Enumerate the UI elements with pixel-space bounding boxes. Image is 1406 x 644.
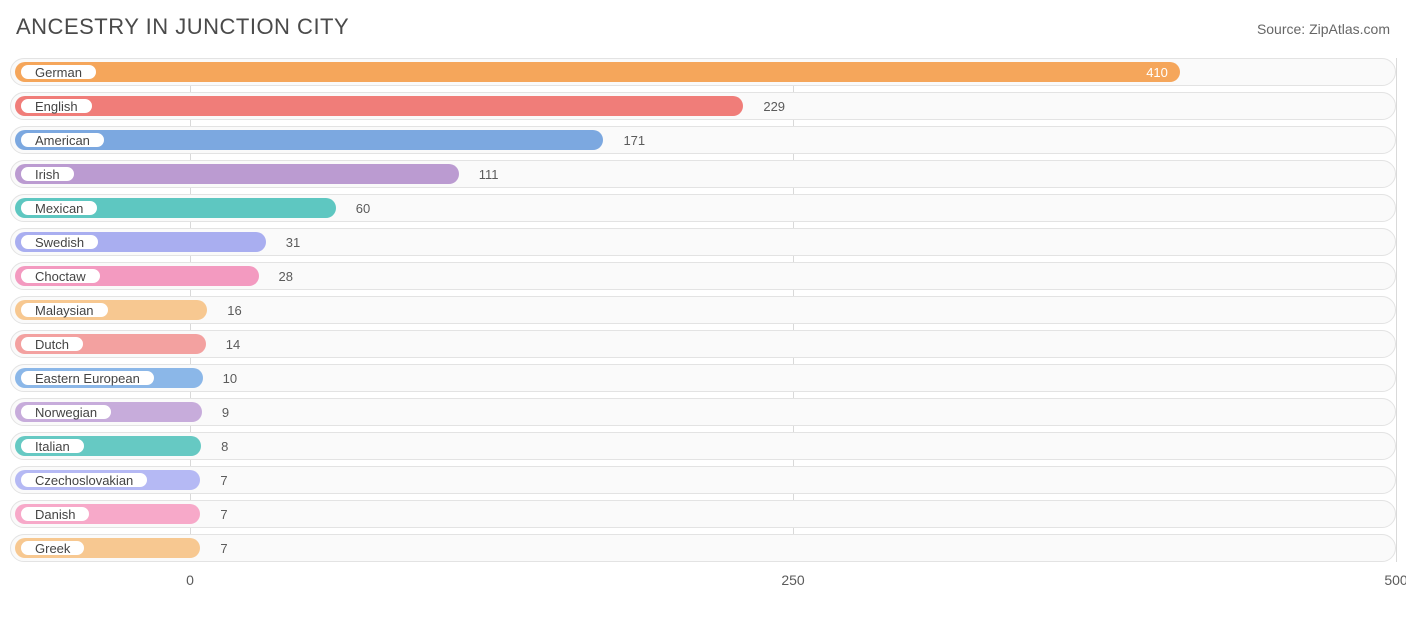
axis-tick-label: 0	[186, 572, 194, 588]
bar-row: Danish 7	[10, 500, 1396, 528]
bar-value: 31	[286, 229, 300, 255]
bar-value: 171	[623, 127, 645, 153]
bar-value: 410	[1146, 62, 1168, 82]
bar-value: 8	[221, 433, 228, 459]
bar-value: 7	[220, 501, 227, 527]
bar: Dutch	[15, 334, 206, 354]
category-pill: American	[19, 131, 106, 149]
category-pill: Swedish	[19, 233, 100, 251]
bar-value: 229	[763, 93, 785, 119]
bar-row: Malaysian 16	[10, 296, 1396, 324]
bar: German 410	[15, 62, 1180, 82]
category-pill: Dutch	[19, 335, 85, 353]
category-pill: Czechoslovakian	[19, 471, 149, 489]
bar-row: German 410	[10, 58, 1396, 86]
bar: Choctaw	[15, 266, 259, 286]
category-pill: Norwegian	[19, 403, 113, 421]
bar: Greek	[15, 538, 200, 558]
bar-value: 111	[479, 161, 499, 187]
bar-row: Choctaw 28	[10, 262, 1396, 290]
bar-value: 7	[220, 535, 227, 561]
chart-area: German 410 English 229 American 171 Irish 111 Me…	[10, 58, 1396, 594]
bar-row: English 229	[10, 92, 1396, 120]
bar-row: American 171	[10, 126, 1396, 154]
bar-value: 7	[220, 467, 227, 493]
bar-row: Italian 8	[10, 432, 1396, 460]
bar: Swedish	[15, 232, 266, 252]
bar: Danish	[15, 504, 200, 524]
category-pill: Mexican	[19, 199, 99, 217]
gridline	[1396, 58, 1397, 562]
bar: Eastern European	[15, 368, 203, 388]
bar-value: 60	[356, 195, 370, 221]
category-pill: German	[19, 63, 98, 81]
category-pill: Malaysian	[19, 301, 110, 319]
bar: English	[15, 96, 743, 116]
bar-value: 9	[222, 399, 229, 425]
axis-tick-label: 500	[1384, 572, 1406, 588]
chart-header: ANCESTRY IN JUNCTION CITY Source: ZipAtl…	[10, 14, 1396, 58]
bar: Irish	[15, 164, 459, 184]
bar-row: Irish 111	[10, 160, 1396, 188]
category-pill: Greek	[19, 539, 86, 557]
bar-row: Mexican 60	[10, 194, 1396, 222]
bar: Malaysian	[15, 300, 207, 320]
bar-row: Swedish 31	[10, 228, 1396, 256]
bar-row: Greek 7	[10, 534, 1396, 562]
category-pill: English	[19, 97, 94, 115]
chart-source: Source: ZipAtlas.com	[1257, 21, 1390, 37]
category-pill: Choctaw	[19, 267, 102, 285]
bar: Mexican	[15, 198, 336, 218]
chart-title: ANCESTRY IN JUNCTION CITY	[16, 14, 349, 40]
category-pill: Eastern European	[19, 369, 156, 387]
bar: Norwegian	[15, 402, 202, 422]
bar-row: Dutch 14	[10, 330, 1396, 358]
category-pill: Danish	[19, 505, 91, 523]
bar: American	[15, 130, 603, 150]
axis-tick-label: 250	[781, 572, 804, 588]
bar-value: 16	[227, 297, 241, 323]
bar: Czechoslovakian	[15, 470, 200, 490]
category-pill: Irish	[19, 165, 76, 183]
bar: Italian	[15, 436, 201, 456]
bar-value: 10	[223, 365, 237, 391]
bar-value: 28	[279, 263, 293, 289]
bar-row: Norwegian 9	[10, 398, 1396, 426]
bar-row: Czechoslovakian 7	[10, 466, 1396, 494]
bar-row: Eastern European 10	[10, 364, 1396, 392]
bar-value: 14	[226, 331, 240, 357]
x-axis: 0250500	[10, 568, 1396, 594]
category-pill: Italian	[19, 437, 86, 455]
